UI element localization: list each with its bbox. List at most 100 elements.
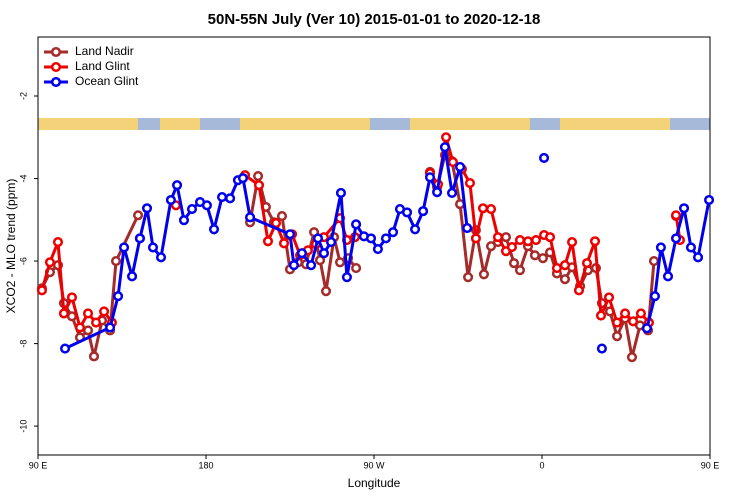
series-point (278, 238, 290, 249)
series-point (478, 269, 489, 280)
series-point (649, 291, 660, 302)
series-point (641, 323, 652, 334)
series-point (670, 233, 682, 244)
series-point (704, 194, 715, 206)
series-point (485, 204, 497, 215)
series-point (201, 200, 212, 211)
legend-label: Land Glint (75, 59, 130, 73)
series-point (88, 351, 100, 362)
series-point (351, 263, 362, 274)
series-point (544, 232, 556, 243)
series-point (655, 242, 666, 253)
legend-marker (50, 76, 62, 88)
series-point (335, 187, 347, 199)
map-strip (38, 118, 710, 130)
y-tick-label: -6 (18, 257, 28, 265)
series-point (573, 285, 585, 296)
series-point (410, 224, 421, 235)
x-tick-label: 90 E (29, 460, 48, 470)
series-point (595, 310, 607, 321)
legend-label: Ocean Glint (75, 74, 139, 88)
series-point (514, 265, 526, 276)
series-point (626, 352, 638, 363)
series-point (679, 203, 690, 214)
series-point (559, 260, 571, 271)
series-point (155, 252, 167, 263)
series-point (133, 210, 144, 221)
series-point (288, 260, 299, 271)
x-axis-label: Longitude (348, 476, 401, 490)
series-point (620, 308, 631, 319)
series-point (508, 258, 520, 269)
series-point (500, 232, 512, 243)
series-point (559, 274, 571, 285)
series-point (44, 257, 55, 268)
y-tick-label: -2 (18, 92, 28, 100)
series-point (253, 171, 264, 182)
series-point (99, 306, 110, 317)
series-point (611, 331, 623, 342)
series-point (105, 322, 116, 333)
series-point (326, 237, 337, 248)
series-point (693, 252, 704, 263)
series-point (372, 244, 383, 255)
series-point (539, 152, 550, 163)
y-axis-label: XCO2 - MLO trend (ppm) (4, 179, 18, 314)
series-point (253, 180, 265, 191)
series-point (127, 271, 138, 282)
series-point (119, 242, 130, 253)
series-point (447, 156, 459, 168)
series-point (628, 316, 639, 327)
series-point (208, 224, 220, 235)
series-point (58, 308, 69, 319)
series-point (165, 194, 176, 206)
series-point (147, 242, 159, 253)
series-point (424, 172, 436, 183)
series-point (66, 292, 78, 303)
series-point (662, 271, 674, 282)
series-point (306, 260, 317, 271)
series-point (635, 308, 646, 319)
series-point (74, 322, 86, 333)
series-point (318, 248, 330, 259)
series-point (514, 234, 526, 246)
series-point (485, 241, 497, 252)
series-point (441, 132, 452, 143)
series-point (113, 291, 124, 302)
chart-title: 50N-55N July (Ver 10) 2015-01-01 to 2020… (208, 11, 541, 28)
legend-marker (50, 61, 62, 73)
series-point (225, 193, 236, 204)
series-point (567, 237, 578, 248)
series-point (492, 232, 503, 243)
series-point (276, 211, 288, 222)
x-tick-label: 0 (539, 460, 544, 470)
series-point (82, 308, 94, 319)
series-point (401, 207, 413, 218)
y-tick-label: -8 (18, 340, 28, 348)
series-point (134, 233, 145, 244)
series-point (603, 292, 615, 303)
series-point (237, 173, 249, 184)
x-tick-label: 90 E (701, 460, 720, 470)
series-point (178, 215, 190, 226)
series-point (341, 272, 352, 283)
series-point (365, 233, 377, 244)
series-point (537, 253, 548, 264)
series-point (648, 256, 660, 267)
series-point (685, 242, 697, 253)
series-point (141, 203, 153, 214)
series-point (462, 223, 473, 234)
series-point (455, 161, 466, 173)
series-point (581, 258, 593, 269)
series-point (262, 236, 274, 247)
series-point (36, 285, 47, 296)
series-point (387, 227, 399, 238)
series-point (91, 317, 102, 328)
series-point (217, 192, 228, 203)
series-point (315, 255, 326, 266)
x-tick-label: 180 (198, 460, 213, 470)
series-point (334, 257, 346, 268)
series-point (529, 250, 540, 261)
series-point (110, 256, 122, 267)
